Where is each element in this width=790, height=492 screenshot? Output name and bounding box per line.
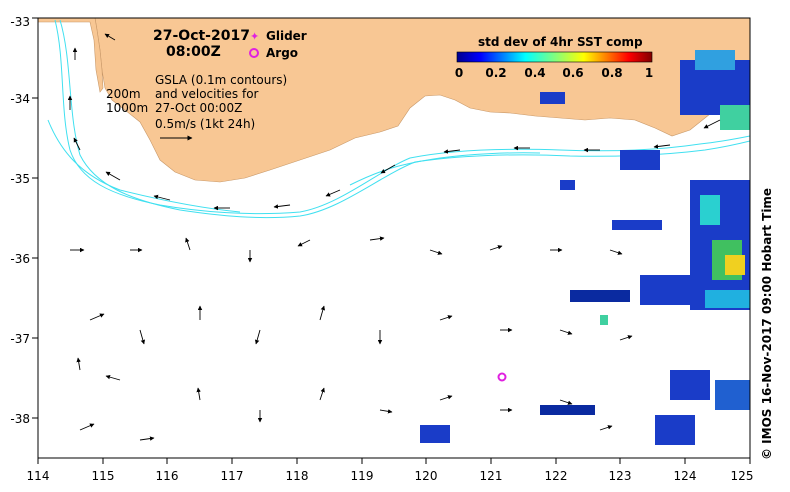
axis-ticks	[32, 17, 751, 464]
x-tick-label: 121	[480, 469, 503, 483]
contour-label-1000m: 1000m	[106, 101, 148, 115]
x-tick-label: 116	[156, 469, 179, 483]
y-tick-label: -38	[10, 412, 30, 426]
colorbar-tick: 0.8	[601, 66, 622, 80]
scale-label: 0.5m/s (1kt 24h)	[155, 117, 255, 131]
gsla-line1: GSLA (0.1m contours)	[155, 73, 287, 87]
colorbar: std dev of 4hr SST comp 0 0.2 0.4 0.6 0.…	[455, 35, 653, 80]
legend-argo-label: Argo	[266, 46, 298, 60]
plot-frame	[37, 17, 751, 459]
platform-legend: ✦ Glider Argo	[249, 29, 307, 60]
x-tick-label: 119	[351, 469, 374, 483]
x-tick-label: 120	[415, 469, 438, 483]
land-mass-west	[38, 18, 104, 93]
map-time: 08:00Z	[166, 44, 221, 60]
argo-float-marker[interactable]	[497, 372, 507, 382]
x-tick-label: 118	[286, 469, 309, 483]
colorbar-tick: 0.2	[485, 66, 506, 80]
y-tick-label: -33	[10, 15, 30, 29]
x-tick-label: 122	[545, 469, 568, 483]
x-tick-label: 114	[27, 469, 50, 483]
argo-legend-icon	[249, 48, 259, 58]
glider-icon: ✦	[250, 30, 259, 43]
colorbar-tick: 0.4	[524, 66, 545, 80]
gsla-line3: 27-Oct 00:00Z	[155, 101, 242, 115]
sst-patches	[420, 50, 750, 445]
copyright-text: © IMOS 16-Nov-2017 09:00 Hobart Time	[760, 187, 774, 460]
colorbar-tick: 0	[455, 66, 463, 80]
colorbar-gradient	[456, 51, 653, 63]
y-axis-labels: -33 -34 -35 -36 -37 -38	[10, 15, 30, 426]
contour-label-200m: 200m	[106, 87, 141, 101]
x-tick-label: 124	[674, 469, 697, 483]
y-tick-label: -34	[10, 92, 30, 106]
velocity-vectors	[67, 33, 721, 441]
legend-glider-label: Glider	[266, 29, 307, 43]
x-tick-label: 117	[221, 469, 244, 483]
y-tick-label: -37	[10, 332, 30, 346]
colorbar-tick: 1	[645, 66, 653, 80]
x-tick-label: 115	[92, 469, 115, 483]
x-tick-label: 123	[609, 469, 632, 483]
map-date: 27-Oct-2017	[153, 28, 250, 44]
x-tick-label: 125	[731, 469, 754, 483]
y-tick-label: -36	[10, 252, 30, 266]
gsla-line2: and velocities for	[155, 87, 259, 101]
y-tick-label: -35	[10, 172, 30, 186]
colorbar-tick: 0.6	[562, 66, 583, 80]
x-axis-labels: 114 115 116 117 118 119 120 121 122 123 …	[27, 469, 754, 483]
colorbar-title: std dev of 4hr SST comp	[478, 35, 643, 49]
